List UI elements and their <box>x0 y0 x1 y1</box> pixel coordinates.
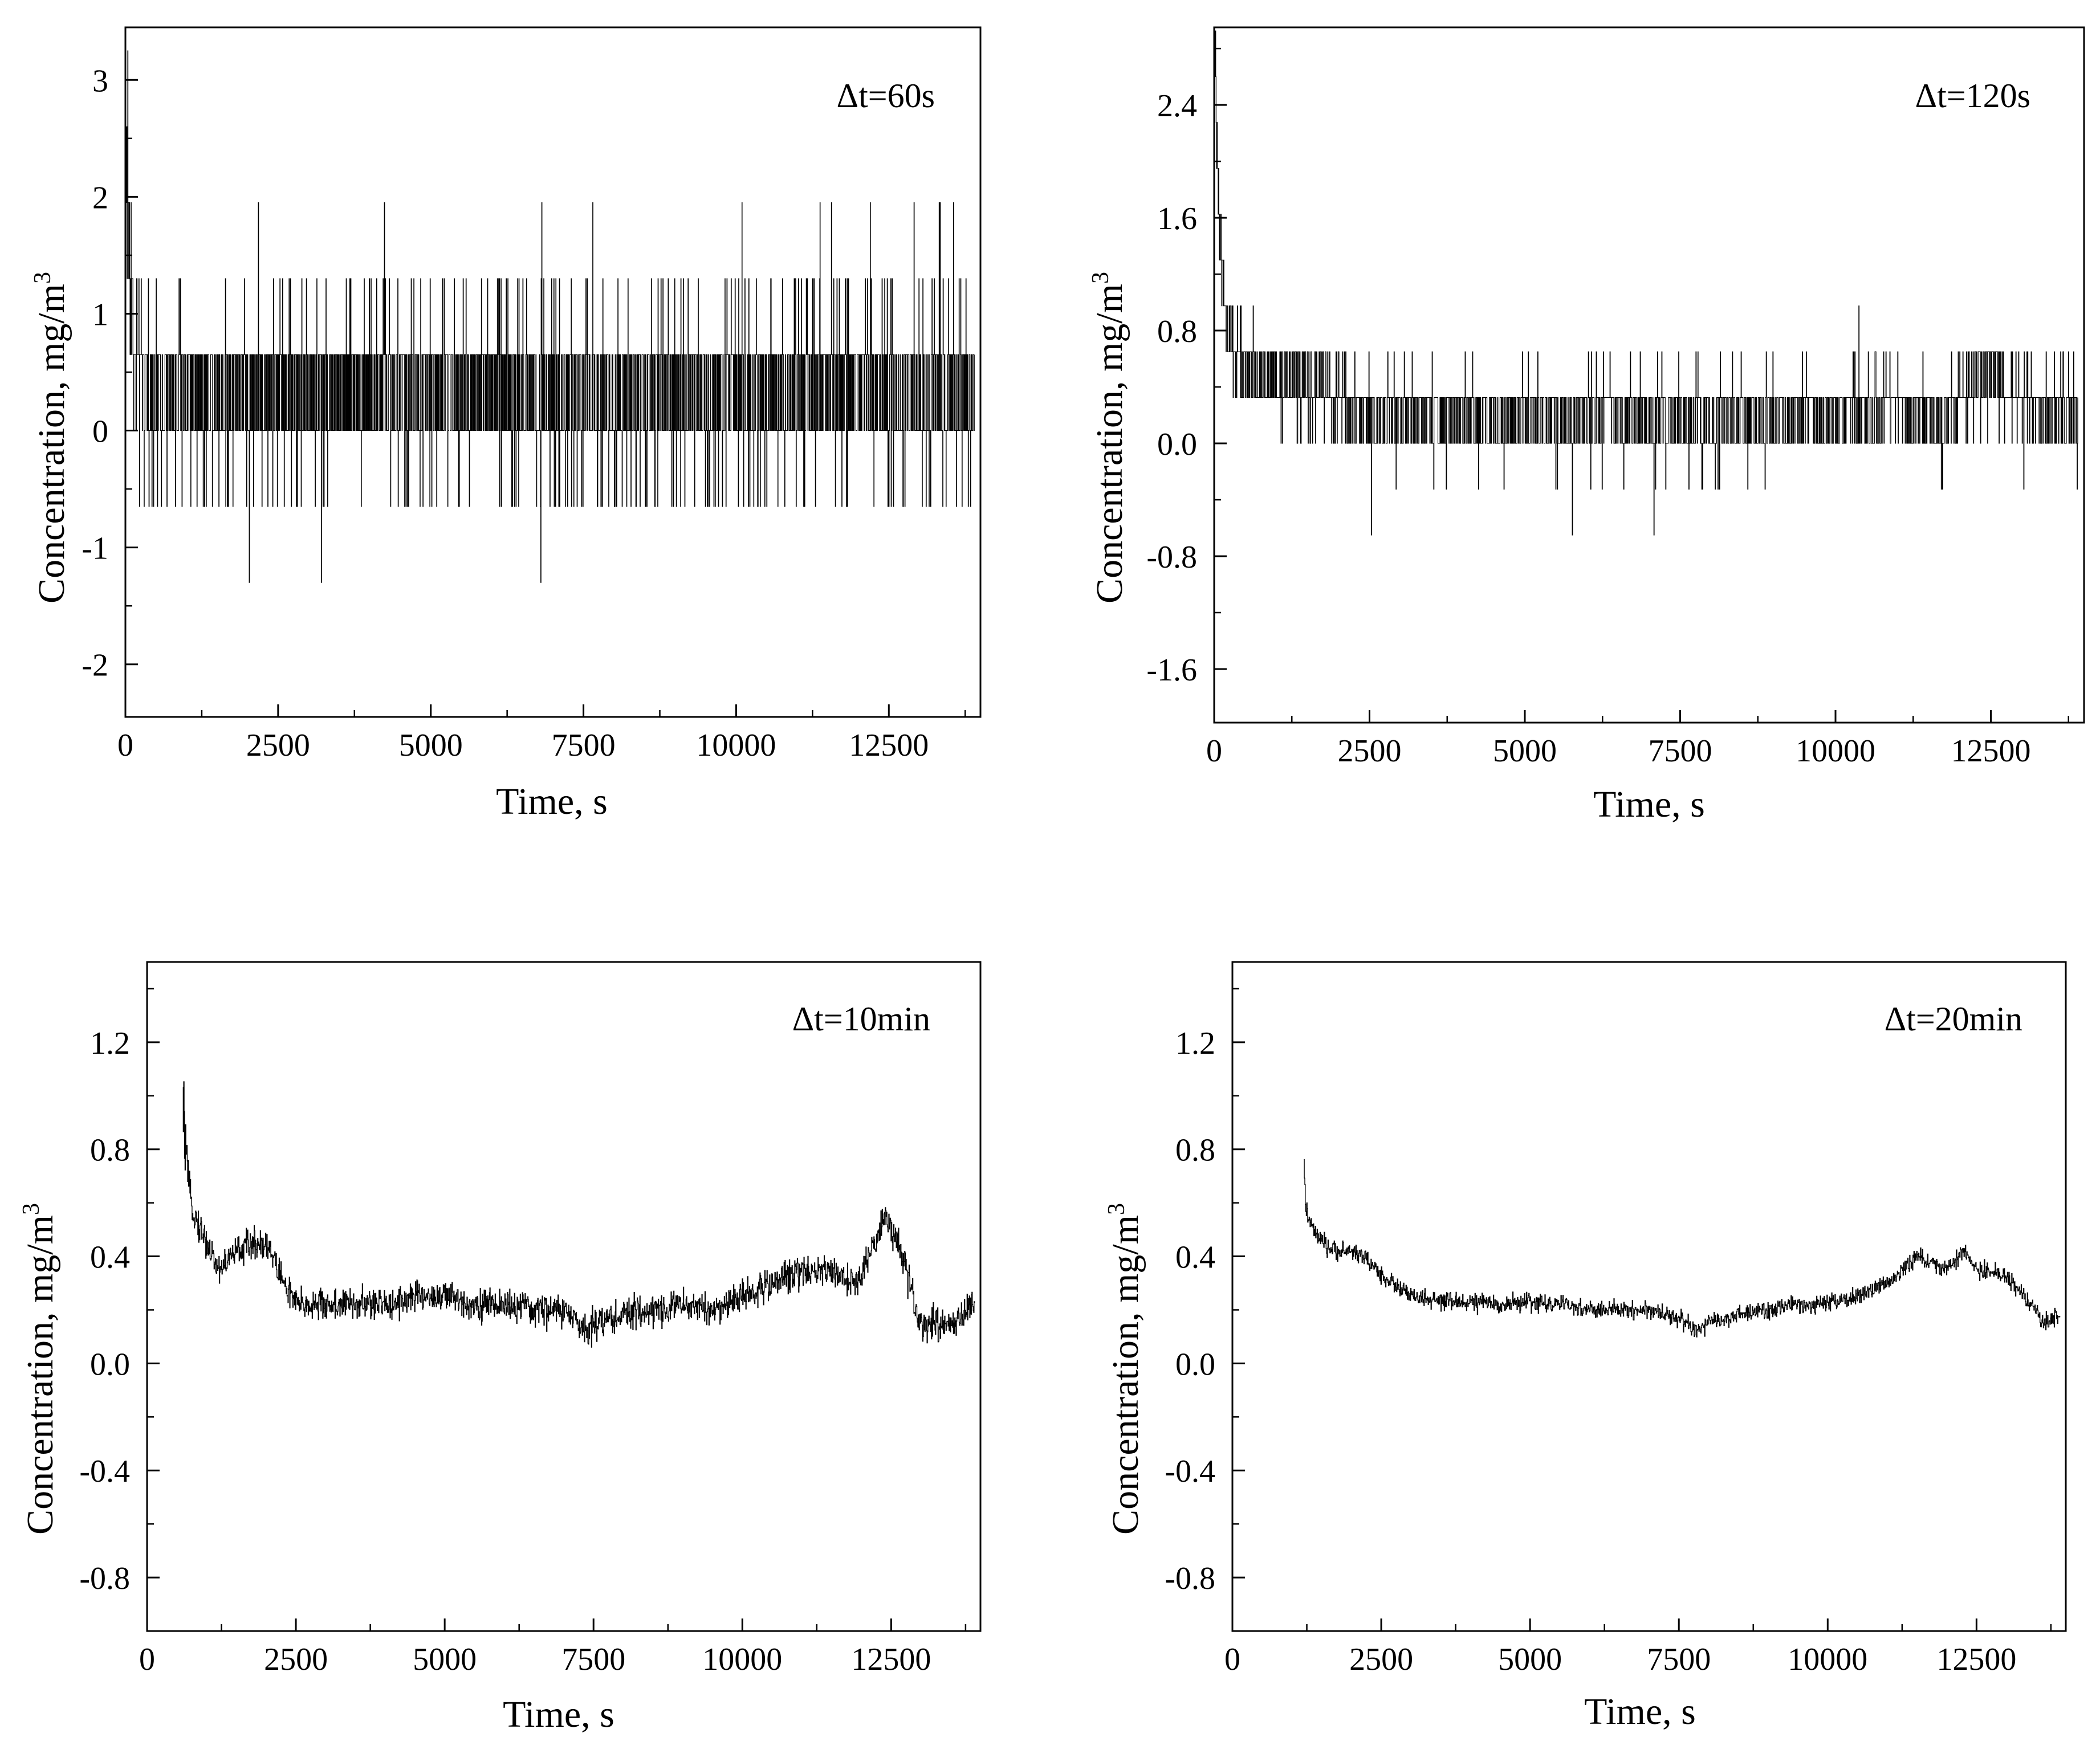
data-series <box>1304 1159 2061 1338</box>
panel-label: Δt=10min <box>792 1000 930 1038</box>
x-tick-label: 0 <box>139 1642 155 1677</box>
x-tick-label: 12500 <box>851 1642 931 1677</box>
x-tick-label: 0 <box>117 728 133 763</box>
y-tick-label: 0 <box>92 414 108 450</box>
y-tick-label: 2 <box>92 180 108 215</box>
data-series <box>125 50 975 583</box>
x-tick-label: 10000 <box>696 728 776 763</box>
series-line <box>182 1081 975 1348</box>
y-axis-title: Concentration, mg/m3 <box>30 272 72 604</box>
data-series <box>1214 30 2078 536</box>
y-tick-label: -1 <box>82 531 108 566</box>
y-tick-label: -0.8 <box>79 1561 130 1596</box>
y-axis-title: Concentration, mg/m3 <box>18 1203 61 1535</box>
x-tick-label: 7500 <box>561 1642 625 1677</box>
x-tick-label: 7500 <box>1647 1642 1711 1677</box>
x-tick-label: 2500 <box>264 1642 328 1677</box>
y-tick-label: 0.0 <box>1175 1347 1215 1382</box>
y-axis-title: Concentration, mg/m3 <box>1104 1203 1146 1535</box>
data-series <box>182 1081 975 1348</box>
chart-panel-dt-60s: 0 2500 5000 7500 10000 12500 -2 -1 0 1 2 3 <box>82 26 982 763</box>
y-tick-label: 1.6 <box>1157 201 1197 237</box>
y-tick-label: -2 <box>82 648 108 683</box>
panel-label: Δt=120s <box>1915 77 2030 115</box>
y-tick-label: 0.4 <box>1175 1240 1215 1275</box>
x-axis-title: Time, s <box>1584 1691 1696 1732</box>
plot-frame <box>146 961 982 1632</box>
chart-panel-dt-10min: 0 2500 5000 7500 10000 12500 -0.8 -0.4 0.0 0.4 0.8… <box>79 961 982 1677</box>
x-tick-label: 10000 <box>1796 733 1875 769</box>
y-tick-label: 1.2 <box>90 1026 130 1061</box>
y-tick-label: -1.6 <box>1146 653 1197 688</box>
x-tick-label: 7500 <box>1649 733 1712 769</box>
panel-label: Δt=20min <box>1885 1000 2022 1038</box>
x-tick-label: 5000 <box>1493 733 1557 769</box>
y-tick-label: -0.8 <box>1165 1561 1215 1596</box>
y-axis-title: Concentration, mg/m3 <box>1088 272 1130 604</box>
y-tick-label: 0.0 <box>90 1347 130 1382</box>
y-tick-label: -0.8 <box>1146 540 1197 575</box>
x-tick-label: 12500 <box>1936 1642 2016 1677</box>
x-tick-label: 12500 <box>1951 733 2031 769</box>
y-tick-label: -0.4 <box>1165 1454 1215 1489</box>
series-line <box>1304 1159 2061 1338</box>
x-tick-label: 12500 <box>849 728 929 763</box>
plot-frame <box>1213 26 2085 724</box>
y-tick-label: 0.4 <box>90 1240 130 1275</box>
series-line <box>125 50 975 583</box>
chart-panel-dt-20min: 0 2500 5000 7500 10000 12500 -0.8 -0.4 0.0 0.4 0.8… <box>1165 961 2067 1677</box>
x-axis-title: Time, s <box>1593 784 1705 825</box>
y-tick-label: 0.8 <box>1175 1133 1215 1168</box>
y-tick-label: 0.8 <box>1157 314 1197 349</box>
x-tick-label: 5000 <box>413 1642 477 1677</box>
x-tick-label: 5000 <box>399 728 463 763</box>
y-tick-label: 2.4 <box>1157 88 1197 124</box>
x-tick-label: 0 <box>1206 733 1222 769</box>
y-tick-label: -0.4 <box>79 1454 130 1489</box>
y-tick-label: 0.8 <box>90 1133 130 1168</box>
x-tick-label: 5000 <box>1498 1642 1562 1677</box>
y-tick-label: 1 <box>92 297 108 332</box>
x-tick-label: 10000 <box>1788 1642 1867 1677</box>
plot-frame <box>1231 961 2067 1632</box>
x-tick-label: 2500 <box>1338 733 1402 769</box>
panel-label: Δt=60s <box>837 77 935 115</box>
x-axis-title: Time, s <box>496 781 608 822</box>
chart-panel-dt-120s: 0 2500 5000 7500 10000 12500 -1.6 -0.8 0.0 0.8 1.6… <box>1146 26 2085 769</box>
x-tick-label: 2500 <box>246 728 310 763</box>
x-tick-label: 2500 <box>1349 1642 1413 1677</box>
x-tick-label: 10000 <box>702 1642 782 1677</box>
y-tick-label: 3 <box>92 63 108 99</box>
x-tick-label: 7500 <box>552 728 616 763</box>
x-axis-title: Time, s <box>503 1694 614 1735</box>
x-tick-label: 0 <box>1224 1642 1240 1677</box>
series-line <box>1214 30 2078 536</box>
y-tick-label: 0.0 <box>1157 427 1197 462</box>
y-tick-label: 1.2 <box>1175 1026 1215 1061</box>
